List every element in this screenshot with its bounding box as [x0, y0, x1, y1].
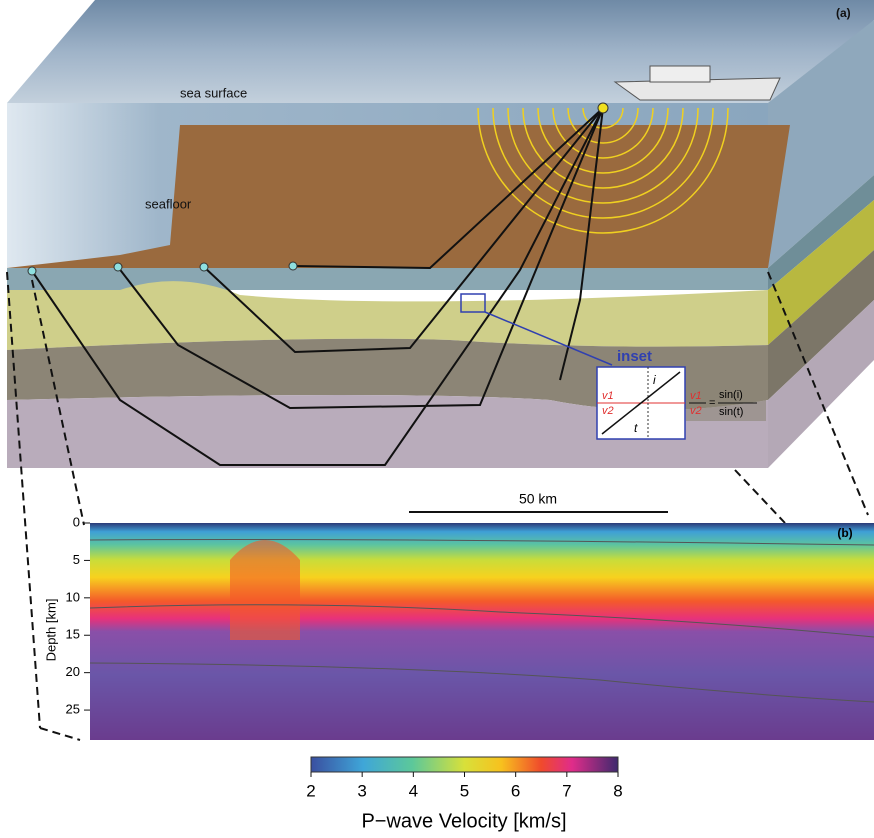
sin-t: sin(t)	[719, 406, 743, 418]
seafloor-label: seafloor	[145, 196, 192, 211]
panel-label: (b)	[837, 526, 852, 540]
equals: =	[709, 397, 715, 409]
figure: sea surface (a) seafloor inset v1 v2 i t	[0, 0, 874, 838]
sin-i: sin(i)	[719, 389, 743, 401]
depth-tick-label: 10	[66, 589, 80, 604]
colorbar-tick-label: 8	[613, 781, 622, 800]
colorbar-tick-label: 6	[511, 781, 520, 800]
v1-formula: v1	[690, 390, 702, 402]
colorbar-tick-label: 7	[562, 781, 571, 800]
scale-bar-label: 50 km	[519, 491, 557, 507]
sea-surface-label: sea surface	[180, 85, 247, 100]
colorbar-tick-label: 4	[409, 781, 418, 800]
colorbar-tick-label: 3	[357, 781, 366, 800]
colorbar-tick-label: 2	[306, 781, 315, 800]
panel-label: (a)	[836, 6, 851, 20]
velocity-model	[90, 523, 874, 740]
depth-tick-label: 25	[66, 702, 80, 717]
colorbar	[311, 757, 618, 772]
source	[598, 103, 608, 113]
v2-formula: v2	[690, 405, 702, 417]
ship-cabin	[650, 66, 710, 82]
depth-axis-label: Depth [km]	[43, 599, 58, 662]
depth-tick-label: 20	[66, 664, 80, 679]
depth-tick-label: 5	[73, 552, 80, 567]
velocity-anomaly	[230, 540, 300, 640]
depth-tick-label: 0	[73, 514, 80, 529]
v1-label: v1	[602, 390, 614, 402]
v2-label: v2	[602, 405, 614, 417]
depth-tick-label: 15	[66, 627, 80, 642]
angle-i: i	[653, 373, 656, 387]
inset-title: inset	[617, 348, 652, 365]
colorbar-label: P−wave Velocity [km/s]	[361, 810, 566, 832]
colorbar-tick-label: 5	[460, 781, 469, 800]
